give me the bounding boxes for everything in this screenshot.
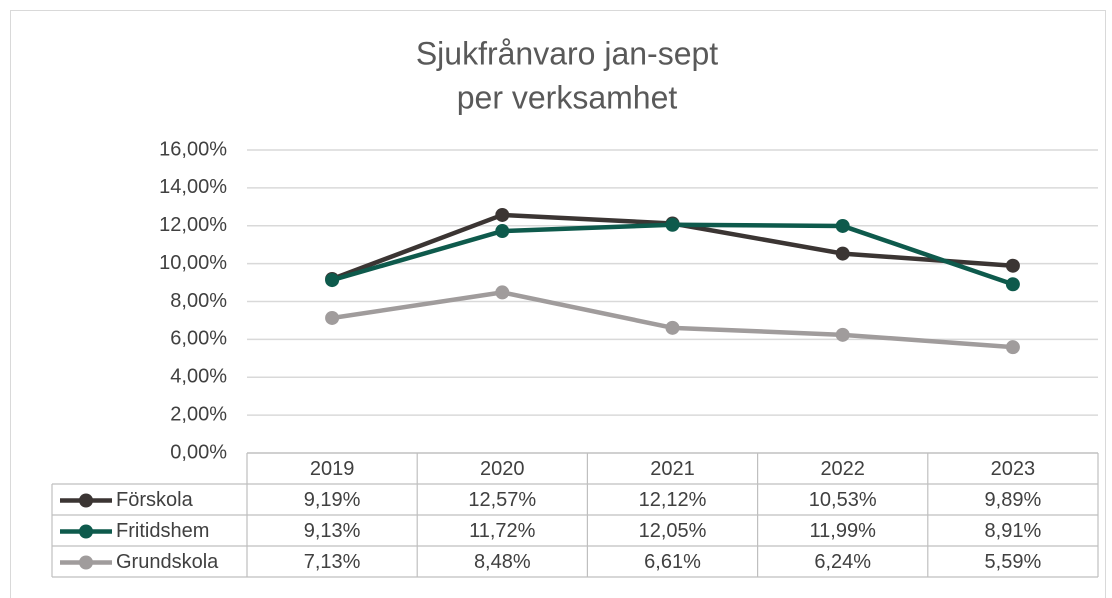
data-point xyxy=(665,217,680,232)
data-point xyxy=(325,310,340,325)
table-value: 9,89% xyxy=(985,489,1042,511)
legend-marker xyxy=(79,524,93,539)
table-value: 12,05% xyxy=(639,520,707,542)
x-tick-label: 2023 xyxy=(991,458,1036,480)
data-point xyxy=(835,218,850,233)
y-tick-label: 6,00% xyxy=(170,328,227,350)
y-tick-label: 14,00% xyxy=(159,176,227,198)
x-tick-label: 2020 xyxy=(480,458,525,480)
y-tick-label: 16,00% xyxy=(159,138,227,160)
table-value: 5,59% xyxy=(985,551,1042,573)
y-tick-label: 8,00% xyxy=(170,290,227,312)
x-tick-label: 2021 xyxy=(650,458,695,480)
y-tick-label: 12,00% xyxy=(159,214,227,236)
table-value: 11,99% xyxy=(810,520,877,542)
data-point xyxy=(835,246,850,261)
chart-title: Sjukfrånvaro jan-sept xyxy=(416,35,718,71)
data-point xyxy=(495,207,510,222)
chart-title: per verksamhet xyxy=(457,79,678,115)
table-value: 10,53% xyxy=(809,489,877,511)
legend-label: Förskola xyxy=(116,489,194,511)
data-point xyxy=(835,327,850,342)
table-value: 11,72% xyxy=(469,520,536,542)
table-value: 9,13% xyxy=(304,520,361,542)
data-point xyxy=(1005,277,1020,292)
legend-label: Fritidshem xyxy=(116,520,209,542)
data-point xyxy=(1005,258,1020,273)
data-point xyxy=(1005,340,1020,355)
table-value: 12,57% xyxy=(468,489,536,511)
table-value: 9,19% xyxy=(304,489,361,511)
table-value: 6,61% xyxy=(644,551,701,573)
y-tick-label: 0,00% xyxy=(170,441,227,463)
table-value: 8,91% xyxy=(985,520,1042,542)
data-point xyxy=(325,273,340,288)
legend-marker xyxy=(79,555,93,570)
y-tick-label: 2,00% xyxy=(170,403,227,425)
legend-marker xyxy=(79,493,93,508)
x-tick-label: 2022 xyxy=(820,458,865,480)
data-point xyxy=(665,320,680,335)
data-point xyxy=(495,224,510,239)
data-point xyxy=(495,285,510,300)
table-value: 12,12% xyxy=(639,489,707,511)
y-tick-label: 10,00% xyxy=(159,252,227,274)
x-tick-label: 2019 xyxy=(310,458,355,480)
table-value: 6,24% xyxy=(814,551,871,573)
table-value: 8,48% xyxy=(474,551,531,573)
y-tick-label: 4,00% xyxy=(170,366,227,388)
legend-label: Grundskola xyxy=(116,551,219,573)
table-value: 7,13% xyxy=(304,551,361,573)
